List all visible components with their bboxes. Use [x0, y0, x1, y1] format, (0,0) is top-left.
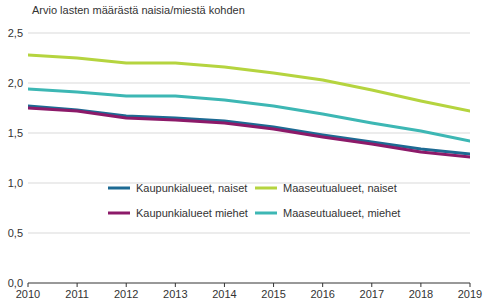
legend-swatch [255, 212, 277, 215]
y-axis-title: Arvio lasten määrästä naisia/miestä kohd… [32, 4, 245, 16]
x-tick [175, 283, 176, 287]
x-tick-label: 2012 [114, 288, 138, 300]
y-tick-label: 1,5 [8, 127, 23, 139]
x-tick-label: 2019 [458, 288, 482, 300]
x-tick [420, 283, 421, 287]
series-line [28, 108, 470, 157]
legend-swatch [108, 187, 130, 190]
legend-label: Kaupunkialueet, naiset [136, 182, 247, 194]
x-tick-label: 2011 [65, 288, 89, 300]
chart: Arvio lasten määrästä naisia/miestä kohd… [0, 0, 492, 303]
grid-line [28, 33, 470, 34]
y-tick-label: 2,5 [8, 27, 23, 39]
grid-line [28, 233, 470, 234]
x-tick-label: 2015 [261, 288, 285, 300]
y-tick-label: 2,0 [8, 77, 23, 89]
legend-label: Kaupunkialueet miehet [136, 207, 248, 219]
x-tick [224, 283, 225, 287]
grid-line [28, 83, 470, 84]
x-tick [322, 283, 323, 287]
x-tick-label: 2017 [360, 288, 384, 300]
grid-line [28, 133, 470, 134]
legend-label: Maaseutualueet, miehet [283, 207, 400, 219]
x-tick-label: 2018 [409, 288, 433, 300]
legend-label: Maaseutualueet, naiset [283, 182, 397, 194]
x-tick-label: 2016 [310, 288, 334, 300]
x-tick [77, 283, 78, 287]
x-tick-label: 2014 [212, 288, 236, 300]
x-tick [28, 283, 29, 287]
x-tick-label: 2010 [16, 288, 40, 300]
legend: Kaupunkialueet, naiset Kaupunkialueet mie… [108, 182, 400, 219]
x-tick [470, 283, 471, 287]
x-tick-label: 2013 [163, 288, 187, 300]
legend-swatch [108, 212, 130, 215]
legend-swatch [255, 187, 277, 190]
x-axis-line [28, 283, 470, 284]
x-tick [273, 283, 274, 287]
y-tick-label: 1,0 [8, 177, 23, 189]
grid-line [28, 183, 470, 184]
series-line [28, 89, 470, 141]
y-tick-label: 0,5 [8, 227, 23, 239]
series-group [28, 55, 470, 157]
x-tick [371, 283, 372, 287]
x-tick [126, 283, 127, 287]
